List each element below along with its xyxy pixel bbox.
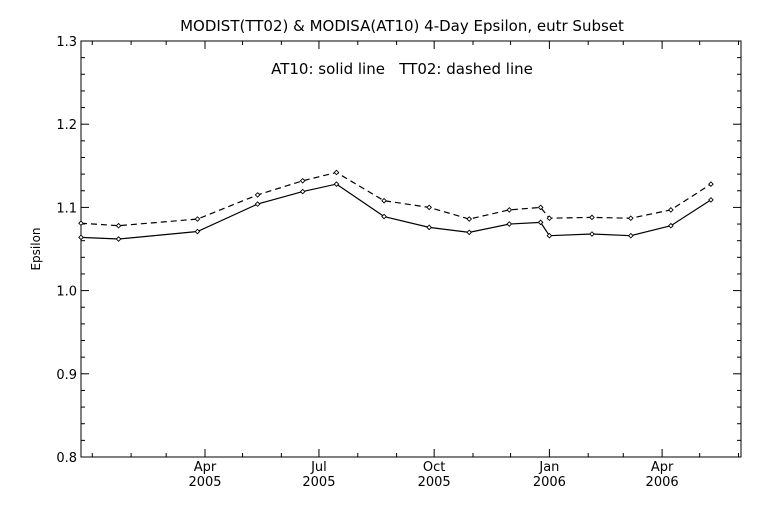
data-point-at10 <box>589 231 595 237</box>
data-point-tt02 <box>546 215 553 222</box>
x-tick-year: 2005 <box>188 475 221 490</box>
y-axis-ticks: 0.8 0.9 1.0 1.1 1.2 1.3 <box>56 35 741 466</box>
chart-title: MODIST(TT02) & MODISA(AT10) 4-Day Epsilo… <box>180 17 624 35</box>
data-point-tt02 <box>115 222 122 229</box>
data-point-at10 <box>194 228 201 235</box>
data-point-tt02 <box>627 215 634 222</box>
x-tick-month: Jan <box>538 460 559 475</box>
data-point-at10 <box>78 234 84 241</box>
data-point-tt02 <box>381 197 387 204</box>
series-layer <box>78 169 714 242</box>
data-point-tt02 <box>668 207 674 213</box>
data-point-at10 <box>546 232 553 239</box>
plot-border <box>80 40 742 458</box>
data-point-at10 <box>627 232 634 239</box>
data-point-at10 <box>254 201 261 207</box>
data-point-at10 <box>537 219 544 226</box>
data-point-at10 <box>333 181 340 187</box>
data-point-tt02 <box>426 204 432 211</box>
y-tick-label: 1.2 <box>56 118 77 133</box>
data-point-at10 <box>668 222 674 229</box>
data-point-tt02 <box>537 204 544 211</box>
data-point-tt02 <box>466 216 473 222</box>
data-point-tt02 <box>299 177 306 184</box>
x-tick-month: Apr <box>194 460 217 475</box>
plot-frame <box>80 40 742 458</box>
data-point-tt02 <box>194 216 201 222</box>
x-tick-year: 2006 <box>533 475 566 490</box>
x-tick-month: Apr <box>651 460 674 475</box>
data-point-at10 <box>466 229 473 236</box>
data-point-tt02 <box>254 192 261 198</box>
data-point-at10 <box>506 221 513 227</box>
y-tick-label: 0.9 <box>56 368 77 383</box>
y-tick-label: 1.1 <box>56 201 77 216</box>
y-tick-label: 0.8 <box>56 451 77 466</box>
x-tick-year: 2005 <box>418 475 451 490</box>
legend-annotation: AT10: solid line TT02: dashed line <box>271 60 533 78</box>
x-tick-year: 2006 <box>646 475 679 490</box>
data-point-tt02 <box>333 169 340 176</box>
data-point-at10 <box>381 213 387 220</box>
x-tick-month: Jul <box>310 460 327 475</box>
data-point-tt02 <box>708 181 714 187</box>
data-point-at10 <box>426 224 432 231</box>
data-point-tt02 <box>506 207 513 213</box>
y-axis-label: Epsilon <box>29 227 43 270</box>
y-tick-label: 1.3 <box>56 35 77 50</box>
data-point-tt02 <box>78 220 84 227</box>
data-point-tt02 <box>589 214 595 221</box>
x-tick-year: 2005 <box>302 475 335 490</box>
series-line-at10 <box>80 183 712 240</box>
x-tick-month: Oct <box>423 460 445 475</box>
series-line-tt02 <box>80 171 712 227</box>
data-point-at10 <box>708 197 714 203</box>
data-point-at10 <box>299 188 306 195</box>
data-point-at10 <box>115 236 122 242</box>
y-tick-label: 1.0 <box>56 285 77 300</box>
